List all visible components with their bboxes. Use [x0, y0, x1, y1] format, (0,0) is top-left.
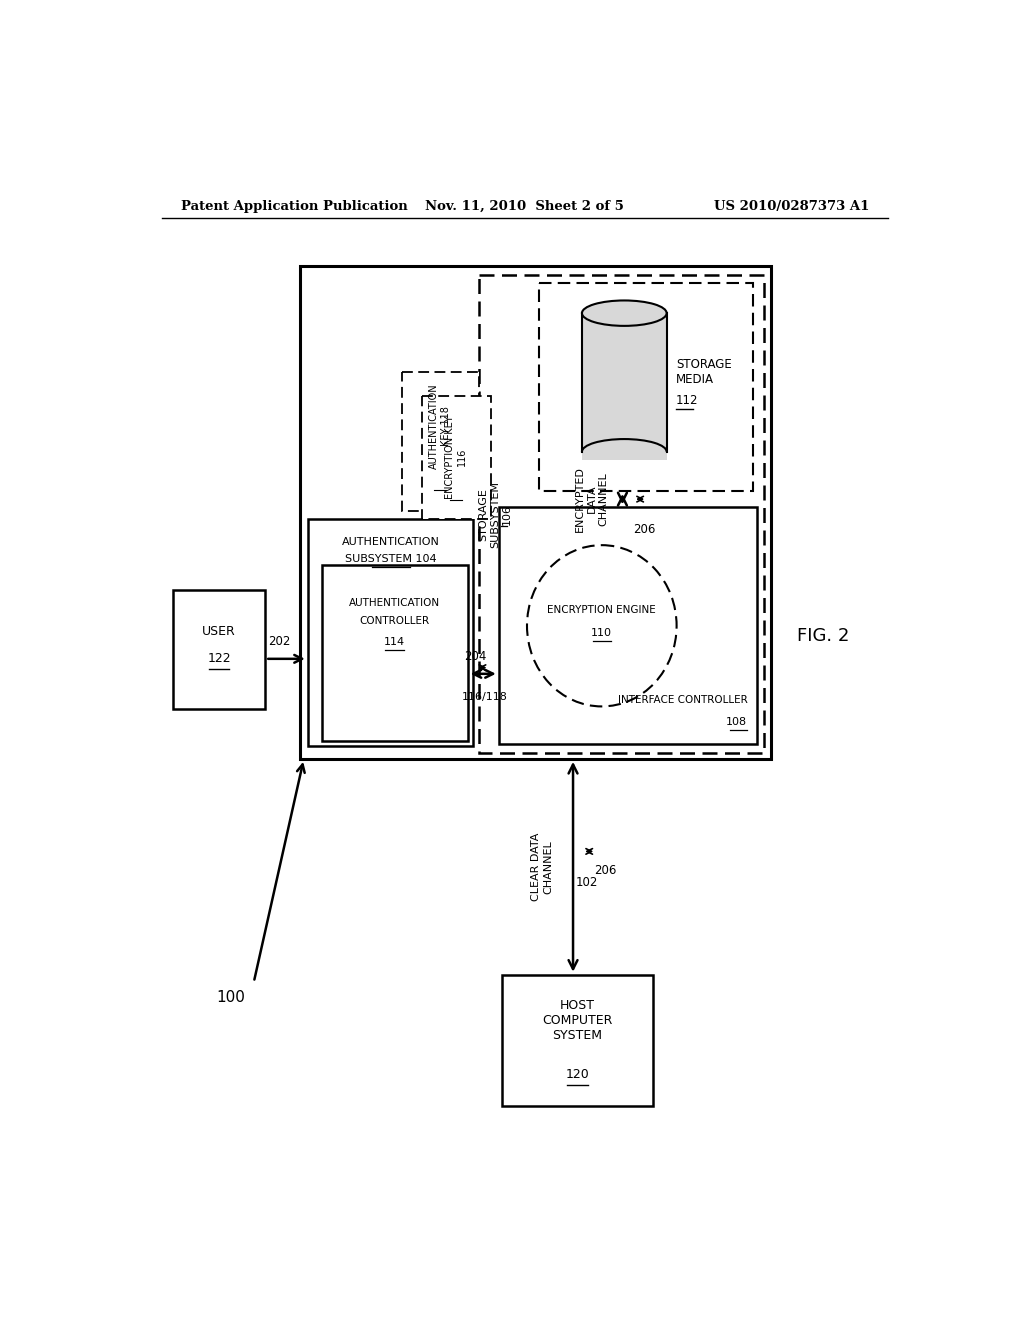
- Text: AUTHENTICATION
KEY 118: AUTHENTICATION KEY 118: [429, 384, 451, 469]
- Bar: [173, 590, 265, 709]
- Bar: [322, 565, 468, 741]
- Text: STORAGE
MEDIA: STORAGE MEDIA: [676, 358, 731, 385]
- Bar: [582, 313, 667, 461]
- Bar: [300, 267, 771, 759]
- Text: 116/118: 116/118: [462, 692, 508, 702]
- Text: ENCRYPTION KEY
116: ENCRYPTION KEY 116: [445, 416, 467, 499]
- Text: 202: 202: [268, 635, 291, 648]
- Text: ENCRYPTED
DATA
CHANNEL: ENCRYPTED DATA CHANNEL: [575, 466, 608, 532]
- Ellipse shape: [527, 545, 677, 706]
- Text: 102: 102: [575, 875, 598, 888]
- Bar: [503, 974, 652, 1106]
- Text: 204: 204: [464, 651, 486, 664]
- Text: CONTROLLER: CONTROLLER: [359, 616, 430, 626]
- Text: Nov. 11, 2010  Sheet 2 of 5: Nov. 11, 2010 Sheet 2 of 5: [425, 199, 625, 213]
- Text: 100: 100: [216, 990, 245, 1006]
- Text: AUTHENTICATION: AUTHENTICATION: [341, 537, 439, 546]
- Text: 108: 108: [726, 717, 748, 727]
- Bar: [539, 284, 753, 491]
- Text: HOST
COMPUTER
SYSTEM: HOST COMPUTER SYSTEM: [543, 999, 612, 1043]
- Bar: [401, 372, 478, 511]
- Text: STORAGE
SUBSYSTEM
106: STORAGE SUBSYSTEM 106: [478, 480, 511, 548]
- Text: AUTHENTICATION: AUTHENTICATION: [349, 598, 440, 609]
- Text: ENCRYPTION ENGINE: ENCRYPTION ENGINE: [548, 606, 656, 615]
- Bar: [422, 396, 490, 519]
- Bar: [479, 276, 764, 752]
- Ellipse shape: [582, 301, 667, 326]
- Text: USER: USER: [202, 626, 236, 639]
- Text: INTERFACE CONTROLLER: INTERFACE CONTROLLER: [617, 696, 748, 705]
- Text: 206: 206: [594, 865, 616, 878]
- Text: CLEAR DATA
CHANNEL: CLEAR DATA CHANNEL: [531, 833, 553, 902]
- Text: 206: 206: [633, 524, 655, 536]
- Bar: [307, 519, 473, 746]
- Text: 110: 110: [591, 628, 612, 639]
- Text: 114: 114: [384, 638, 406, 647]
- Text: Patent Application Publication: Patent Application Publication: [180, 199, 408, 213]
- Text: SUBSYSTEM 104: SUBSYSTEM 104: [345, 554, 436, 564]
- Text: 122: 122: [207, 652, 231, 665]
- Text: FIG. 2: FIG. 2: [798, 627, 850, 644]
- Text: US 2010/0287373 A1: US 2010/0287373 A1: [715, 199, 869, 213]
- Bar: [499, 507, 757, 744]
- Text: 112: 112: [676, 395, 698, 408]
- Text: 120: 120: [565, 1068, 590, 1081]
